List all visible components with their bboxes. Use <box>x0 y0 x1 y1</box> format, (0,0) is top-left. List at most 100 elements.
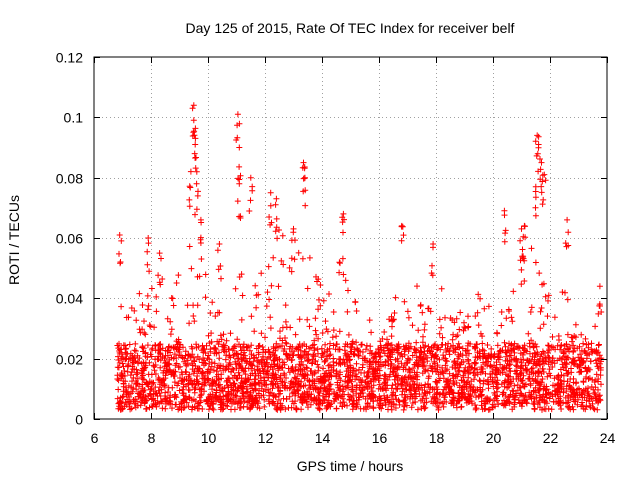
data-point <box>324 402 331 409</box>
data-point <box>482 400 489 407</box>
data-point <box>571 387 578 394</box>
data-point <box>320 365 327 372</box>
data-point <box>313 396 320 403</box>
data-point <box>125 361 132 367</box>
data-point <box>320 297 327 304</box>
data-point <box>122 342 129 349</box>
data-point <box>195 380 202 387</box>
data-point <box>538 189 545 196</box>
data-point <box>313 331 320 338</box>
data-point <box>494 377 501 384</box>
data-point <box>198 256 205 262</box>
data-point <box>294 387 301 394</box>
data-point <box>183 362 190 369</box>
data-point <box>489 404 496 411</box>
x-tick-labels: 6 8 10 12 14 16 18 20 22 24 <box>91 430 616 446</box>
data-point <box>506 365 513 372</box>
data-point <box>293 406 300 413</box>
data-point <box>434 379 441 386</box>
data-point <box>353 360 360 367</box>
data-point <box>472 354 479 361</box>
data-point <box>467 391 474 398</box>
data-point <box>382 358 389 365</box>
data-point <box>597 372 604 379</box>
data-point <box>124 389 131 396</box>
data-point <box>363 383 370 390</box>
data-point <box>460 327 467 334</box>
x-tick-label: 14 <box>315 430 331 446</box>
data-point <box>217 332 224 339</box>
data-point <box>553 399 559 405</box>
data-point <box>447 388 453 395</box>
data-point <box>337 369 344 376</box>
data-point <box>321 384 328 391</box>
data-point <box>405 314 412 321</box>
data-point <box>290 383 297 390</box>
data-point <box>460 372 467 379</box>
data-point <box>520 255 527 262</box>
data-point <box>578 331 585 338</box>
data-point <box>210 379 217 386</box>
data-point <box>217 398 224 405</box>
data-point <box>189 105 196 112</box>
data-point <box>197 392 204 399</box>
data-point <box>263 359 270 366</box>
data-point <box>421 356 428 363</box>
data-point <box>363 346 369 353</box>
data-point <box>342 350 349 357</box>
data-point <box>322 341 329 348</box>
data-point <box>430 244 436 251</box>
data-point <box>494 342 501 349</box>
data-point <box>282 339 289 346</box>
data-point <box>477 295 484 302</box>
data-point <box>346 377 353 384</box>
data-point <box>340 386 347 393</box>
data-point <box>541 405 548 412</box>
data-point <box>307 344 314 351</box>
data-point <box>427 308 434 315</box>
data-point <box>489 378 496 385</box>
data-point <box>457 309 464 316</box>
data-point <box>255 351 262 358</box>
data-point <box>275 283 282 290</box>
data-point <box>255 379 262 386</box>
data-point <box>316 392 322 399</box>
data-point <box>263 382 270 388</box>
data-point <box>196 402 203 409</box>
data-point <box>343 384 349 391</box>
data-point <box>136 326 143 333</box>
data-point <box>372 376 379 383</box>
data-point <box>522 392 529 399</box>
data-point <box>302 187 309 194</box>
data-point <box>554 374 561 381</box>
data-point <box>210 367 217 374</box>
data-point <box>353 403 360 410</box>
data-point <box>126 341 133 348</box>
data-point <box>175 336 182 343</box>
data-point <box>467 341 474 347</box>
data-point <box>349 341 356 348</box>
data-point <box>575 385 582 392</box>
data-point <box>342 373 349 380</box>
data-point <box>165 389 171 395</box>
data-point <box>280 359 287 366</box>
data-point <box>164 362 171 368</box>
data-point <box>455 397 462 404</box>
data-point <box>508 342 514 349</box>
data-point <box>246 208 253 214</box>
data-point <box>392 405 399 411</box>
data-point <box>570 347 577 354</box>
data-point <box>503 371 509 378</box>
data-point <box>572 392 579 398</box>
data-point <box>396 401 403 408</box>
data-point <box>322 357 329 364</box>
data-point <box>326 361 333 368</box>
data-point <box>493 395 499 402</box>
data-point <box>266 296 273 303</box>
data-point <box>130 359 136 366</box>
data-point <box>314 278 320 285</box>
data-point <box>595 393 602 400</box>
data-point <box>572 321 579 328</box>
data-point <box>147 386 154 393</box>
data-point <box>333 396 339 403</box>
